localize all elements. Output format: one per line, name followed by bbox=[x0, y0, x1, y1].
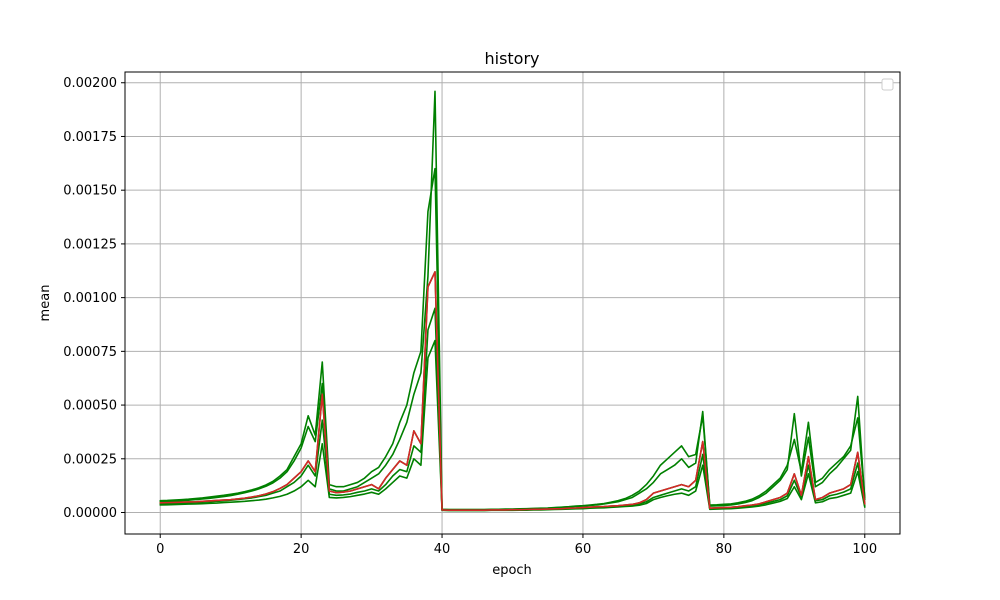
y-tick-label: 0.00100 bbox=[63, 291, 117, 306]
y-tick-label: 0.00050 bbox=[63, 399, 117, 414]
x-tick-label: 100 bbox=[852, 542, 877, 557]
x-tick-label: 0 bbox=[156, 542, 164, 557]
y-tick-label: 0.00125 bbox=[63, 237, 117, 252]
x-tick-label: 20 bbox=[293, 542, 310, 557]
y-tick-label: 0.00175 bbox=[63, 130, 117, 145]
grid bbox=[125, 72, 900, 534]
y-tick-label: 0.00075 bbox=[63, 345, 117, 360]
chart-title: history bbox=[484, 49, 539, 68]
legend-box bbox=[881, 78, 894, 91]
plot-frame bbox=[124, 71, 901, 535]
x-tick-label: 60 bbox=[575, 542, 592, 557]
y-tick-label: 0.00200 bbox=[63, 76, 117, 91]
y-axis-label: mean bbox=[38, 285, 53, 322]
y-tick-label: 0.00025 bbox=[63, 452, 117, 467]
series-group bbox=[159, 90, 866, 512]
x-tick-label: 80 bbox=[716, 542, 733, 557]
ticks: 0 20 40 60 80 100 0.00000 0.00025 0.00050 0.00075… bbox=[63, 76, 877, 557]
x-axis-label: epoch bbox=[492, 563, 532, 578]
series-line bbox=[159, 271, 866, 511]
y-tick-label: 0.00150 bbox=[63, 184, 117, 199]
y-tick-label: 0.00000 bbox=[63, 506, 117, 521]
x-tick-label: 40 bbox=[434, 542, 451, 557]
